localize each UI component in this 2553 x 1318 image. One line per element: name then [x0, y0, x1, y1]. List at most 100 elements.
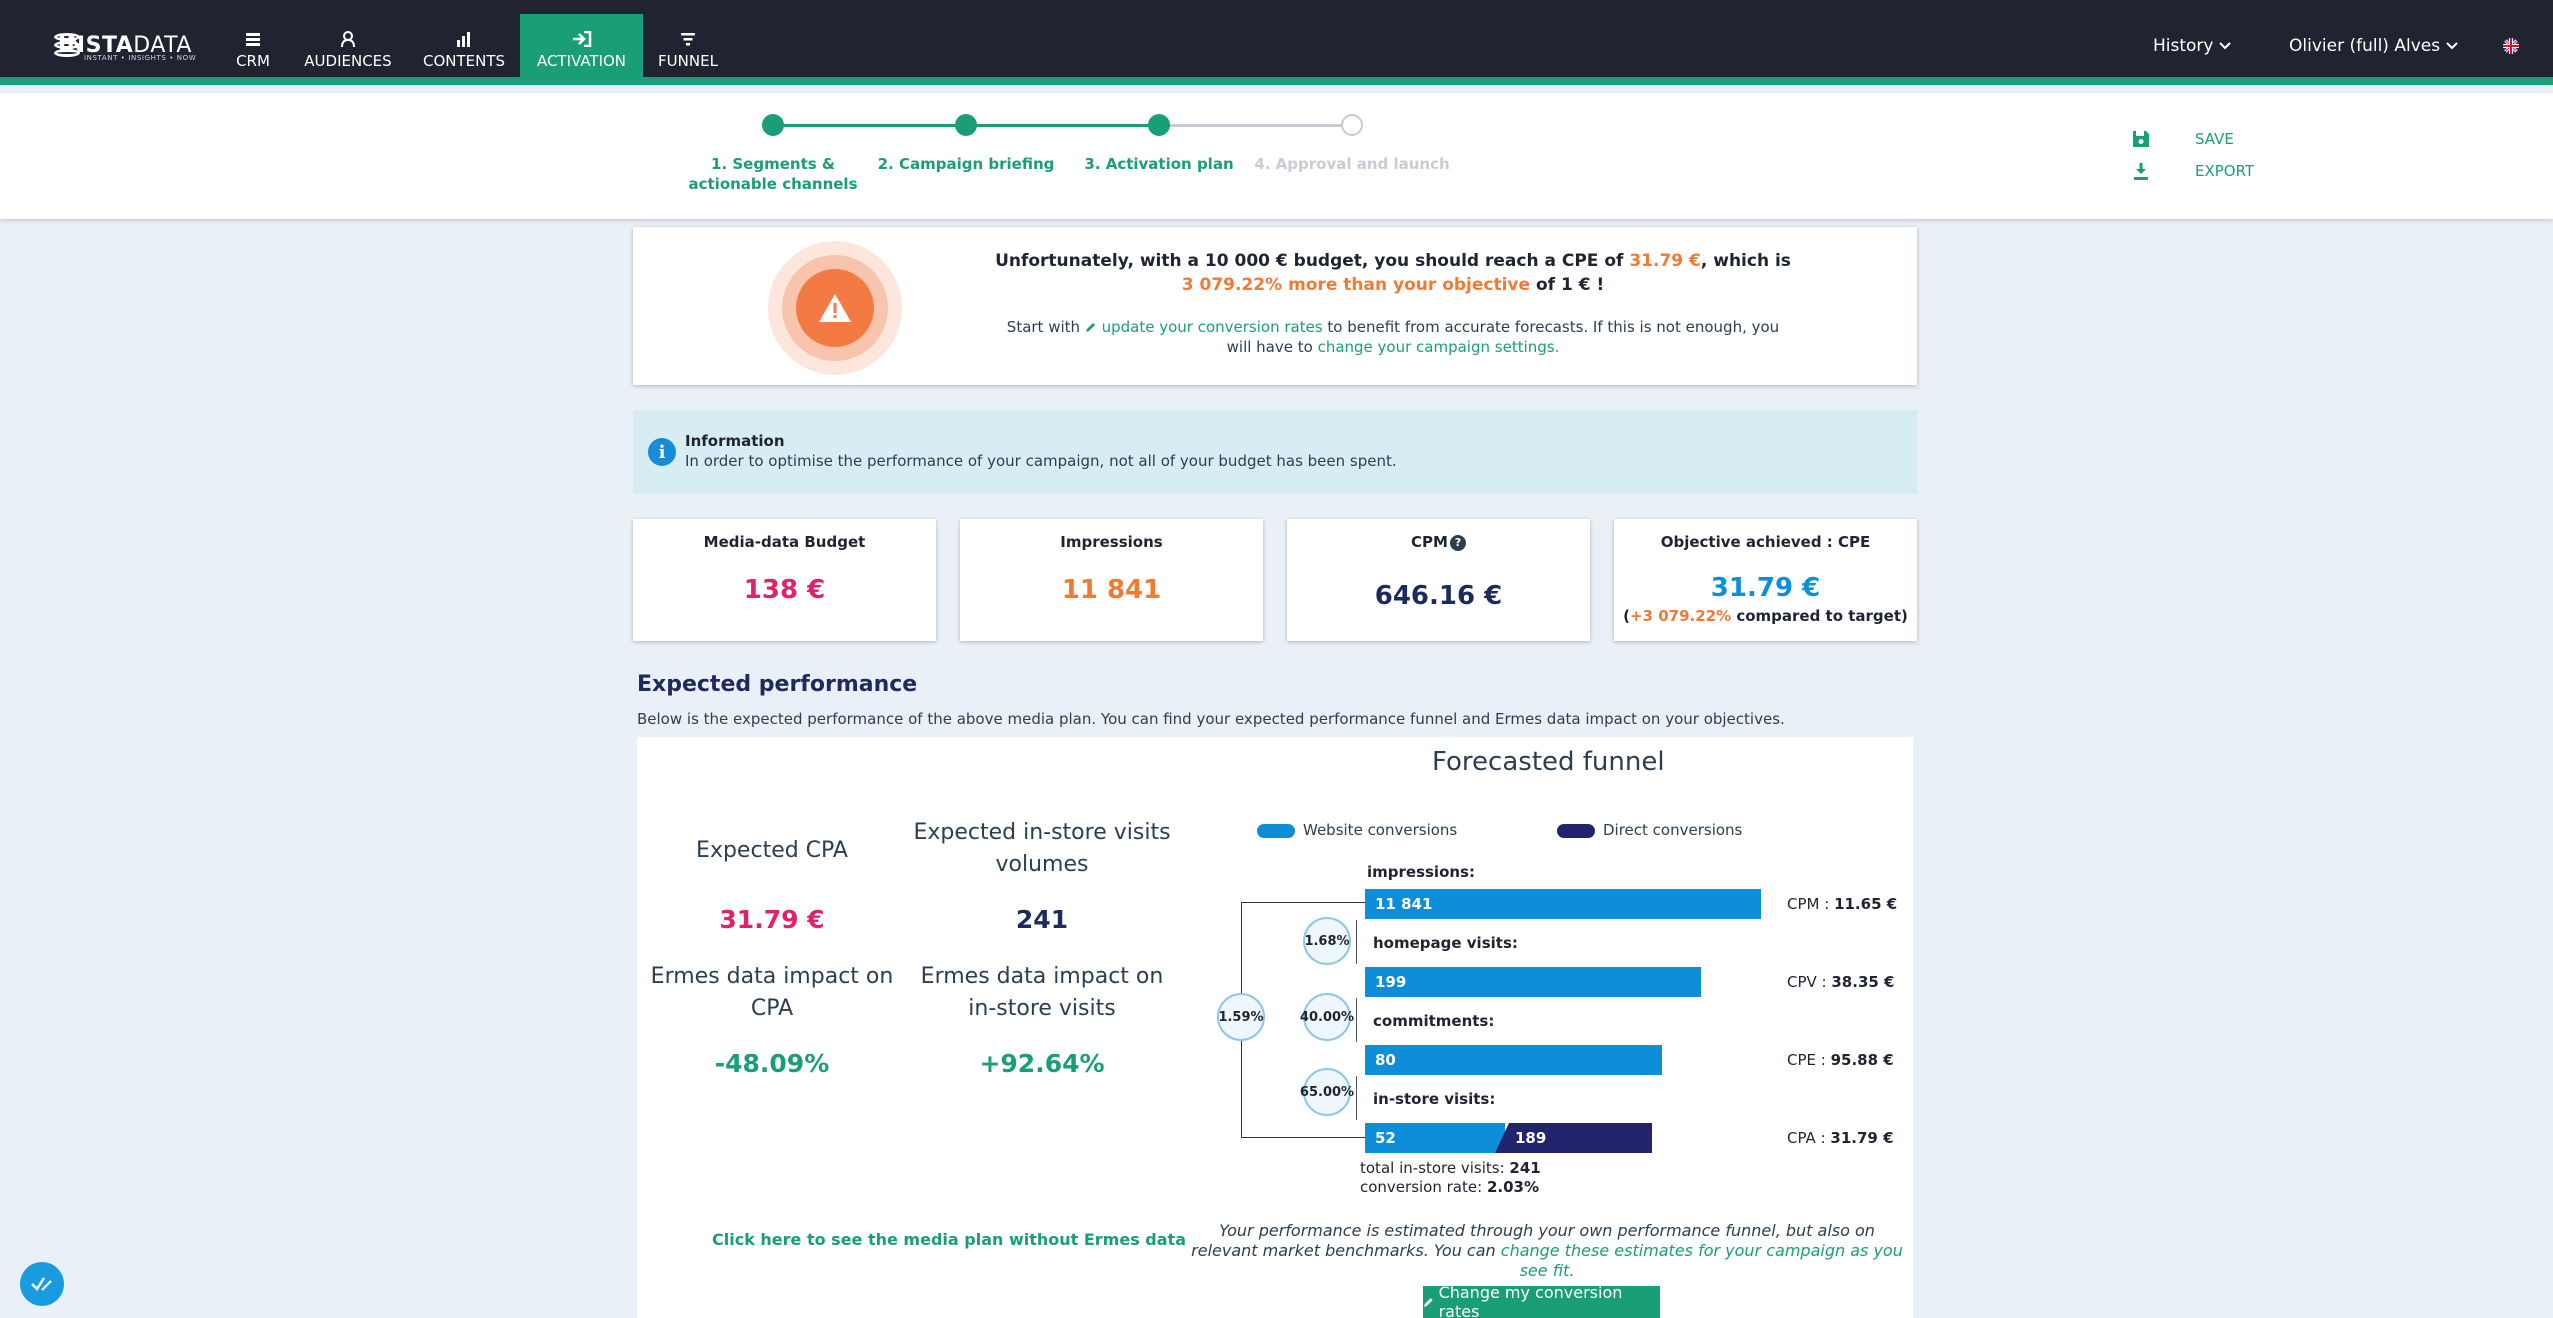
change-estimates-link[interactable]: change these estimates for your campaign… — [1500, 1241, 1903, 1280]
metric-value: 31.79 € — [1830, 1129, 1894, 1147]
title-line: volumes — [995, 852, 1089, 877]
uk-flag-icon[interactable] — [2503, 38, 2519, 54]
metric-value: 95.88 € — [1830, 1051, 1894, 1069]
funnel-metric: CPM : 11.65 € — [1787, 895, 1897, 913]
step-dot-2[interactable] — [955, 114, 977, 136]
legend-swatch-direct — [1557, 824, 1595, 838]
title-line: Expected CPA — [696, 838, 848, 863]
change-campaign-settings-link[interactable]: change your campaign settings. — [1317, 338, 1560, 356]
title-line: Ermes data impact on — [920, 964, 1164, 989]
funnel-metric: CPV : 38.35 € — [1787, 973, 1894, 991]
step-label-line: 3. Activation plan — [1084, 155, 1234, 173]
nav-item-crm[interactable]: CRM — [228, 14, 278, 85]
funnel-arrow — [1356, 1076, 1357, 1120]
step-label-1[interactable]: 1. Segments & actionable channels — [673, 154, 873, 194]
funnel-overall-rate: 1.59% — [1217, 993, 1265, 1041]
funnel-bar-instore-website: 52 — [1365, 1123, 1505, 1153]
ermes-cpa-title: Ermes data impact on CPA — [637, 961, 907, 1025]
media-plan-without-ermes-link[interactable]: Click here to see the media plan without… — [712, 1230, 1186, 1249]
section-description: Below is the expected performance of the… — [637, 710, 1785, 728]
save-button[interactable]: SAVE — [2131, 129, 2234, 149]
chevron-down-icon — [2219, 42, 2232, 50]
title-line: in-store visits — [968, 996, 1116, 1021]
logo[interactable]: INSTADATA INSTANT • INSIGHTS • NOW — [54, 30, 196, 62]
warning-message: Unfortunately, with a 10 000 € budget, y… — [993, 249, 1793, 297]
kpi-delta: (+3 079.22% compared to target) — [1614, 607, 1917, 625]
kpi-title: CPM — [1411, 533, 1448, 551]
info-text: In order to optimise the performance of … — [685, 452, 1397, 470]
export-button[interactable]: EXPORT — [2131, 161, 2254, 181]
funnel-rate: 40.00% — [1300, 993, 1354, 1041]
step-dot-3[interactable] — [1148, 114, 1170, 136]
step-label-3[interactable]: 3. Activation plan — [1059, 154, 1259, 174]
nav-item-activation[interactable]: ACTIVATION — [520, 14, 643, 85]
warning-text: of 1 € ! — [1530, 275, 1605, 295]
step-label-line: 2. Campaign briefing — [877, 155, 1055, 173]
funnel-stage-label: commitments: — [1373, 1012, 1495, 1030]
kpi-cpm: CPM? 646.16 € — [1287, 519, 1590, 641]
step-dot-1[interactable] — [762, 114, 784, 136]
delta-value: +3 079.22% — [1629, 607, 1732, 625]
check-edit-icon — [31, 1277, 52, 1291]
logo-tagline: INSTANT • INSIGHTS • NOW — [84, 54, 197, 62]
user-icon — [338, 29, 358, 49]
legend-direct: Direct conversions — [1603, 821, 1743, 839]
update-conversion-rates-link[interactable]: update your conversion rates — [1101, 318, 1323, 336]
step-label-line: actionable channels — [688, 175, 858, 193]
delta-suffix: compared to target) — [1731, 607, 1908, 625]
advice-text: to benefit from accurate forecasts. If t… — [1226, 318, 1780, 356]
title-line: CPA — [750, 996, 794, 1021]
total-label: total in-store visits: — [1360, 1159, 1510, 1177]
metric-value: 11.65 € — [1834, 895, 1898, 913]
download-icon — [2134, 163, 2148, 180]
step-label-2[interactable]: 2. Campaign briefing — [866, 154, 1066, 174]
funnel-arrow — [1356, 998, 1357, 1042]
step-dot-4[interactable] — [1341, 114, 1363, 136]
metric-label: CPM : — [1787, 895, 1835, 913]
total-instore: total in-store visits: 241 — [1360, 1159, 1541, 1177]
nav-item-label: ACTIVATION — [536, 52, 627, 70]
conv-value: 2.03% — [1486, 1178, 1539, 1196]
delta-prefix: ( — [1623, 607, 1630, 625]
warning-text: Unfortunately, with a 10 000 € budget, y… — [995, 251, 1630, 271]
logo-text-light: DATA — [133, 33, 192, 58]
stepper-bar: 1. Segments & actionable channels 2. Cam… — [0, 93, 2553, 219]
conv-label: conversion rate: — [1360, 1178, 1487, 1196]
metric-label: CPE : — [1787, 1051, 1831, 1069]
warning-icon — [819, 294, 851, 322]
change-conversion-rates-button[interactable]: Change my conversion rates — [1423, 1283, 1660, 1318]
metric-value: 38.35 € — [1831, 973, 1895, 991]
funnel-bar-instore-direct: 189 — [1495, 1123, 1652, 1153]
warning-cpe: 31.79 € — [1629, 251, 1701, 271]
total-value: 241 — [1509, 1159, 1541, 1177]
legend-swatch-website — [1257, 824, 1295, 838]
step-connector — [966, 124, 1159, 127]
funnel-metric: CPA : 31.79 € — [1787, 1129, 1894, 1147]
nav-item-funnel[interactable]: FUNNEL — [658, 14, 718, 85]
user-name: Olivier (full) Alves — [2289, 36, 2441, 56]
filter-icon — [678, 29, 698, 49]
history-dropdown[interactable]: History — [2153, 36, 2232, 56]
kpi-title: Impressions — [1060, 533, 1163, 551]
help-icon[interactable]: ? — [1449, 534, 1466, 551]
estimate-text: Your performance is estimated through yo… — [1191, 1221, 1875, 1260]
metric-label: CPV : — [1787, 973, 1832, 991]
warning-card: Unfortunately, with a 10 000 € budget, y… — [633, 227, 1917, 385]
kpi-title: Objective achieved : CPE — [1660, 533, 1871, 551]
warning-overshoot: 3 079.22% more than your objective — [1181, 275, 1531, 295]
save-icon — [2133, 131, 2149, 147]
expected-cpa-title: Expected CPA — [637, 835, 907, 867]
metric-label: CPA : — [1787, 1129, 1831, 1147]
warning-advice: Start with update your conversion rates … — [1003, 317, 1783, 357]
nav-item-contents[interactable]: CONTENTS — [420, 14, 508, 85]
nav-item-audiences[interactable]: AUDIENCES — [303, 14, 393, 85]
estimate-note: Your performance is estimated through yo… — [1187, 1221, 1907, 1281]
kpi-value: 138 € — [743, 575, 826, 605]
ermes-visits-value: +92.64% — [979, 1049, 1105, 1078]
expected-visits-title: Expected in-store visits volumes — [907, 817, 1177, 881]
user-dropdown[interactable]: Olivier (full) Alves — [2289, 36, 2458, 56]
chat-launcher-button[interactable] — [20, 1262, 64, 1306]
nav-item-label: CONTENTS — [422, 52, 506, 70]
change-button-label: Change my conversion rates — [1438, 1283, 1623, 1318]
funnel-metric: CPE : 95.88 € — [1787, 1051, 1894, 1069]
